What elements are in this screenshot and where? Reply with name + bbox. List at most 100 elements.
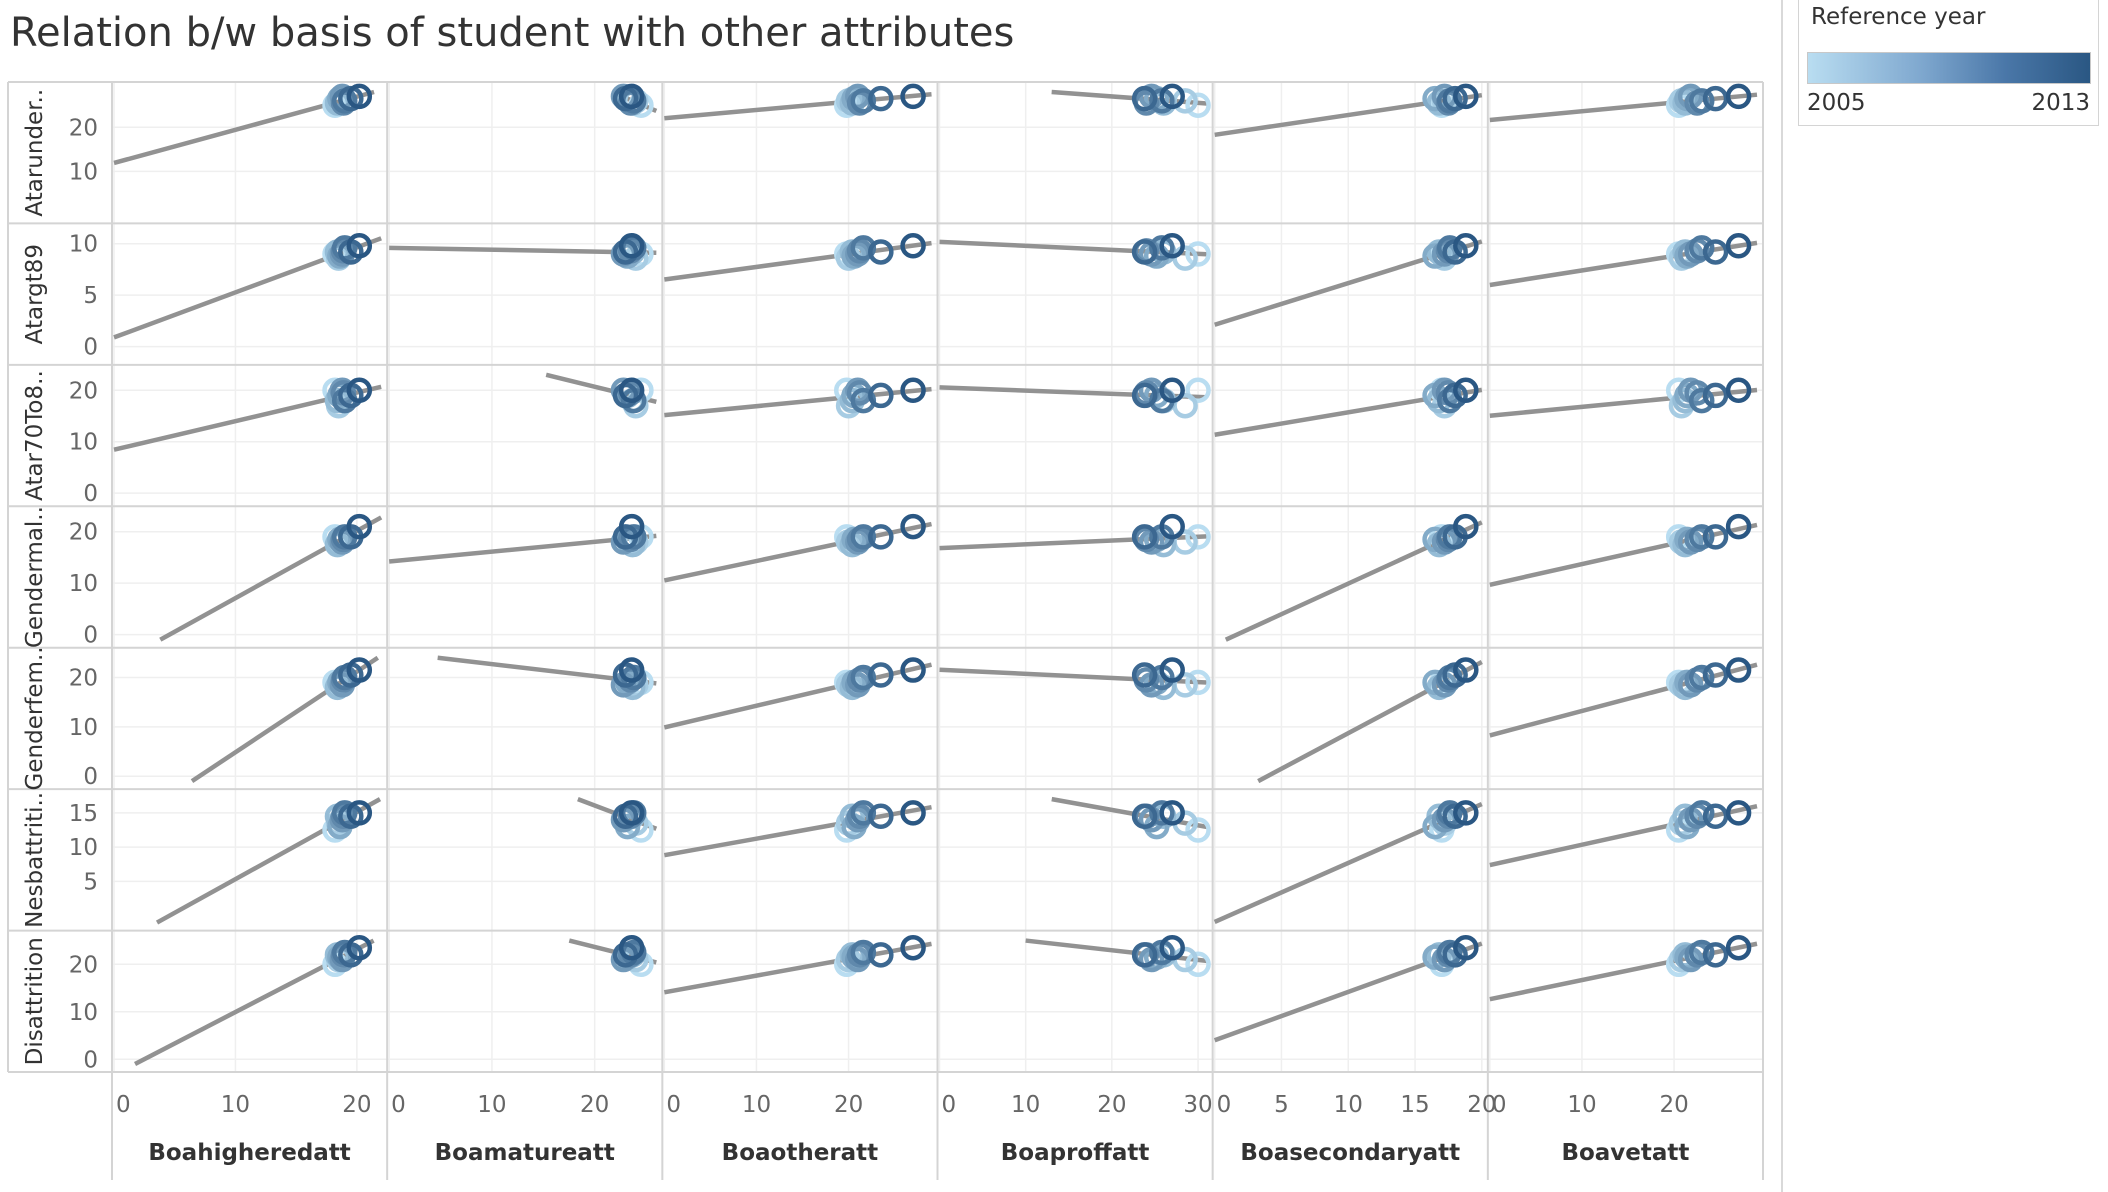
data-point[interactable]	[618, 800, 645, 826]
data-point[interactable]	[1131, 524, 1158, 550]
data-point[interactable]	[612, 382, 639, 409]
data-point[interactable]	[346, 657, 373, 683]
data-point[interactable]	[1159, 513, 1185, 540]
data-point[interactable]	[1702, 382, 1729, 409]
data-point[interactable]	[1453, 934, 1479, 961]
legend-color-ramp[interactable]	[1807, 52, 2091, 84]
data-point[interactable]	[618, 657, 645, 683]
data-point[interactable]	[1725, 934, 1752, 961]
data-point[interactable]	[850, 939, 877, 966]
data-point[interactable]	[1149, 235, 1175, 261]
data-point[interactable]	[850, 235, 877, 261]
data-point[interactable]	[900, 377, 926, 404]
data-point[interactable]	[618, 513, 645, 540]
data-point[interactable]	[1725, 513, 1752, 540]
data-point[interactable]	[620, 524, 647, 550]
data-point[interactable]	[1159, 657, 1185, 683]
data-point[interactable]	[1688, 939, 1715, 966]
data-point[interactable]	[1702, 803, 1729, 830]
data-point[interactable]	[1131, 662, 1158, 688]
data-point[interactable]	[1702, 239, 1729, 265]
data-point[interactable]	[1131, 382, 1158, 409]
data-point[interactable]	[1688, 524, 1715, 550]
data-point[interactable]	[900, 513, 926, 540]
data-point[interactable]	[868, 662, 894, 688]
data-point[interactable]	[618, 83, 645, 110]
data-point[interactable]	[1159, 233, 1185, 259]
data-point[interactable]	[1725, 83, 1752, 110]
data-point[interactable]	[1172, 245, 1198, 271]
data-point[interactable]	[850, 88, 877, 114]
data-point[interactable]	[618, 377, 645, 404]
trend-line[interactable]	[1051, 796, 1208, 830]
data-point[interactable]	[1442, 803, 1468, 830]
data-point[interactable]	[1702, 662, 1729, 688]
data-point[interactable]	[1159, 934, 1185, 961]
trend-line[interactable]	[663, 521, 932, 583]
trend-line[interactable]	[1489, 387, 1758, 418]
data-point[interactable]	[900, 657, 926, 683]
data-point[interactable]	[1442, 85, 1468, 112]
trend-line[interactable]	[663, 804, 932, 858]
data-point[interactable]	[1185, 817, 1211, 843]
data-point[interactable]	[1185, 377, 1211, 404]
data-point[interactable]	[1149, 800, 1175, 826]
data-point[interactable]	[1688, 235, 1715, 261]
data-point[interactable]	[1185, 669, 1211, 696]
data-point[interactable]	[1688, 800, 1715, 826]
data-point[interactable]	[900, 233, 926, 259]
data-point[interactable]	[1131, 803, 1158, 830]
data-point[interactable]	[1185, 951, 1211, 978]
data-point[interactable]	[1688, 664, 1715, 691]
data-point[interactable]	[1159, 83, 1185, 110]
data-point[interactable]	[1453, 83, 1479, 110]
data-point[interactable]	[1453, 800, 1479, 826]
color-legend[interactable]: Reference year 2005 2013	[1798, 0, 2099, 126]
data-point[interactable]	[850, 524, 877, 550]
data-point[interactable]	[1131, 239, 1158, 265]
data-point[interactable]	[618, 233, 645, 259]
data-point[interactable]	[1702, 942, 1729, 968]
trend-line[interactable]	[664, 386, 932, 418]
data-point[interactable]	[346, 513, 373, 540]
data-point[interactable]	[900, 934, 926, 961]
data-point[interactable]	[1688, 387, 1715, 414]
data-point[interactable]	[1725, 657, 1752, 683]
data-point[interactable]	[346, 233, 373, 259]
data-point[interactable]	[1702, 524, 1729, 550]
data-point[interactable]	[1453, 233, 1479, 259]
data-point[interactable]	[1131, 85, 1158, 112]
data-point[interactable]	[1185, 524, 1211, 550]
data-point[interactable]	[868, 239, 894, 265]
data-point[interactable]	[346, 83, 373, 110]
data-point[interactable]	[868, 524, 894, 550]
data-point[interactable]	[868, 942, 894, 968]
data-point[interactable]	[1725, 800, 1752, 826]
data-point[interactable]	[900, 800, 926, 826]
data-point[interactable]	[1159, 377, 1185, 404]
data-point[interactable]	[1688, 88, 1715, 114]
data-point[interactable]	[1725, 377, 1752, 404]
data-point[interactable]	[868, 803, 894, 830]
data-point[interactable]	[850, 800, 877, 826]
trend-line[interactable]	[1213, 801, 1483, 924]
data-point[interactable]	[1453, 657, 1479, 683]
trend-line[interactable]	[1489, 522, 1758, 587]
data-point[interactable]	[1185, 92, 1211, 118]
data-point[interactable]	[1185, 241, 1211, 267]
data-point[interactable]	[1725, 233, 1752, 259]
trend-line[interactable]	[1489, 803, 1758, 868]
data-point[interactable]	[346, 377, 373, 404]
data-point[interactable]	[346, 934, 373, 961]
data-point[interactable]	[900, 83, 926, 110]
trend-line[interactable]	[663, 941, 932, 995]
data-point[interactable]	[868, 85, 894, 112]
trend-line[interactable]	[1489, 941, 1758, 1002]
data-point[interactable]	[1453, 377, 1479, 404]
trend-line[interactable]	[664, 240, 932, 282]
data-point[interactable]	[1453, 513, 1479, 540]
data-point[interactable]	[868, 382, 894, 409]
trend-line[interactable]	[664, 92, 932, 121]
trend-line[interactable]	[1489, 662, 1758, 738]
data-point[interactable]	[850, 664, 877, 691]
